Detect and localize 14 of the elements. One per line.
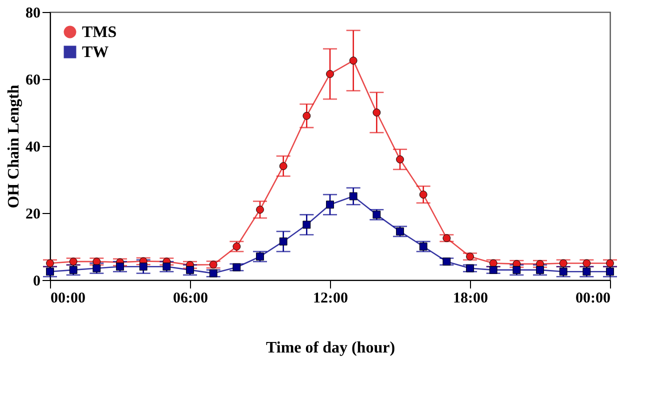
- x-tick-label: 00:00: [50, 290, 86, 306]
- y-tick-label: 80: [26, 6, 40, 22]
- y-tick-label: 20: [26, 206, 40, 222]
- y-tick-label: 40: [26, 140, 40, 156]
- y-axis-title: OH Chain Length: [6, 84, 22, 208]
- x-tick-label: 12:00: [313, 290, 348, 306]
- y-tick-label: 0: [33, 274, 40, 290]
- legend-label: TMS: [82, 24, 117, 41]
- x-tick-label: 00:00: [576, 290, 610, 306]
- x-axis-title: Time of day (hour): [266, 340, 396, 356]
- legend-label: TW: [82, 44, 109, 61]
- y-tick-label: 60: [26, 72, 40, 88]
- x-tick-label: 06:00: [173, 290, 208, 306]
- x-tick-label: 18:00: [453, 290, 488, 306]
